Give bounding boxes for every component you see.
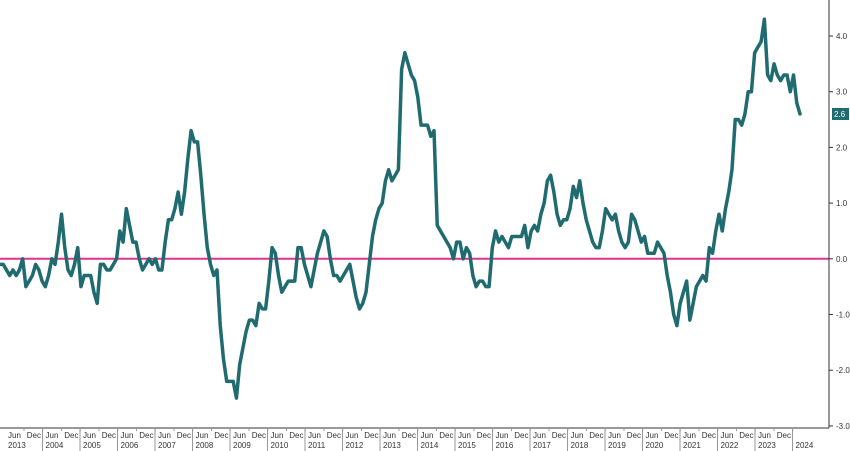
x-month-label: Dec [402, 431, 416, 440]
last-value-label: 2.6 [834, 110, 846, 119]
x-month-label: Jun [608, 431, 621, 440]
x-year-label: 2021 [683, 441, 701, 450]
x-month-label: Dec [439, 431, 453, 440]
x-year-label: 2019 [608, 441, 626, 450]
x-month-label: Dec [739, 431, 753, 440]
x-month-label: Jun [233, 431, 246, 440]
x-month-label: Jun [308, 431, 321, 440]
x-month-label: Dec [214, 431, 228, 440]
x-year-label: 2004 [46, 441, 64, 450]
y-axis: 4.0 3.0 2.0 1.0 0.0 -1.0 -2.0 -3.0 [829, 32, 850, 431]
x-year-label: 2005 [83, 441, 101, 450]
x-month-label: Jun [46, 431, 59, 440]
x-month-label: Dec [627, 431, 641, 440]
last-value-marker: 2.6 [832, 107, 849, 120]
y-tick-label: 1.0 [836, 199, 848, 208]
y-tick-label: 0.0 [836, 255, 848, 264]
series-line [0, 17, 802, 400]
x-month-label: Dec [64, 431, 78, 440]
x-month-label: Jun [383, 431, 396, 440]
x-month-label: Jun [758, 431, 771, 440]
x-year-label: 2015 [458, 441, 476, 450]
y-tick-label: -3.0 [836, 422, 850, 431]
x-year-label: 2011 [308, 441, 326, 450]
x-month-label: Jun [121, 431, 134, 440]
x-year-label: 2008 [196, 441, 214, 450]
x-month-label: Dec [252, 431, 266, 440]
x-year-label: 2013 [8, 441, 26, 450]
x-year-label: 2006 [121, 441, 139, 450]
x-month-label: Dec [477, 431, 491, 440]
x-month-label: Dec [27, 431, 41, 440]
x-month-label: Dec [702, 431, 716, 440]
x-month-label: Dec [589, 431, 603, 440]
x-year-label: 2010 [271, 441, 289, 450]
x-year-label: 2020 [646, 441, 664, 450]
x-month-label: Dec [364, 431, 378, 440]
x-month-label: Jun [346, 431, 359, 440]
x-year-label: 2014 [421, 441, 439, 450]
y-tick-label: -2.0 [836, 366, 850, 375]
x-month-label: Dec [139, 431, 153, 440]
x-month-label: Jun [158, 431, 171, 440]
y-tick-label: 4.0 [836, 32, 848, 41]
x-year-label: 2024 [796, 441, 814, 450]
x-month-label: Jun [533, 431, 546, 440]
x-month-label: Dec [289, 431, 303, 440]
x-month-label: Jun [271, 431, 284, 440]
x-year-label: 2012 [346, 441, 364, 450]
x-month-label: Jun [496, 431, 509, 440]
x-month-label: Jun [683, 431, 696, 440]
x-year-label: 2023 [758, 441, 776, 450]
x-year-label: 2016 [496, 441, 514, 450]
x-year-label: 2013 [383, 441, 401, 450]
x-month-label: Jun [571, 431, 584, 440]
x-year-label: 2018 [571, 441, 589, 450]
y-tick-label: 3.0 [836, 88, 848, 97]
x-month-label: Dec [102, 431, 116, 440]
x-month-label: Jun [196, 431, 209, 440]
x-month-label: Jun [8, 431, 21, 440]
x-month-label: Dec [327, 431, 341, 440]
x-year-label: 2017 [533, 441, 551, 450]
y-tick-label: -1.0 [836, 311, 850, 320]
y-tick-label: 2.0 [836, 143, 848, 152]
x-year-label: 2007 [158, 441, 176, 450]
x-month-label: Jun [458, 431, 471, 440]
x-year-label: 2022 [721, 441, 739, 450]
x-month-label: Jun [83, 431, 96, 440]
last-value-badge [832, 107, 849, 120]
x-year-label: 2009 [233, 441, 251, 450]
x-month-label: Dec [664, 431, 678, 440]
x-month-label: Dec [777, 431, 791, 440]
x-month-label: Jun [721, 431, 734, 440]
x-month-label: Jun [421, 431, 434, 440]
x-month-label: Dec [177, 431, 191, 440]
x-month-label: Dec [514, 431, 528, 440]
x-month-label: Jun [646, 431, 659, 440]
x-month-label: Dec [552, 431, 566, 440]
